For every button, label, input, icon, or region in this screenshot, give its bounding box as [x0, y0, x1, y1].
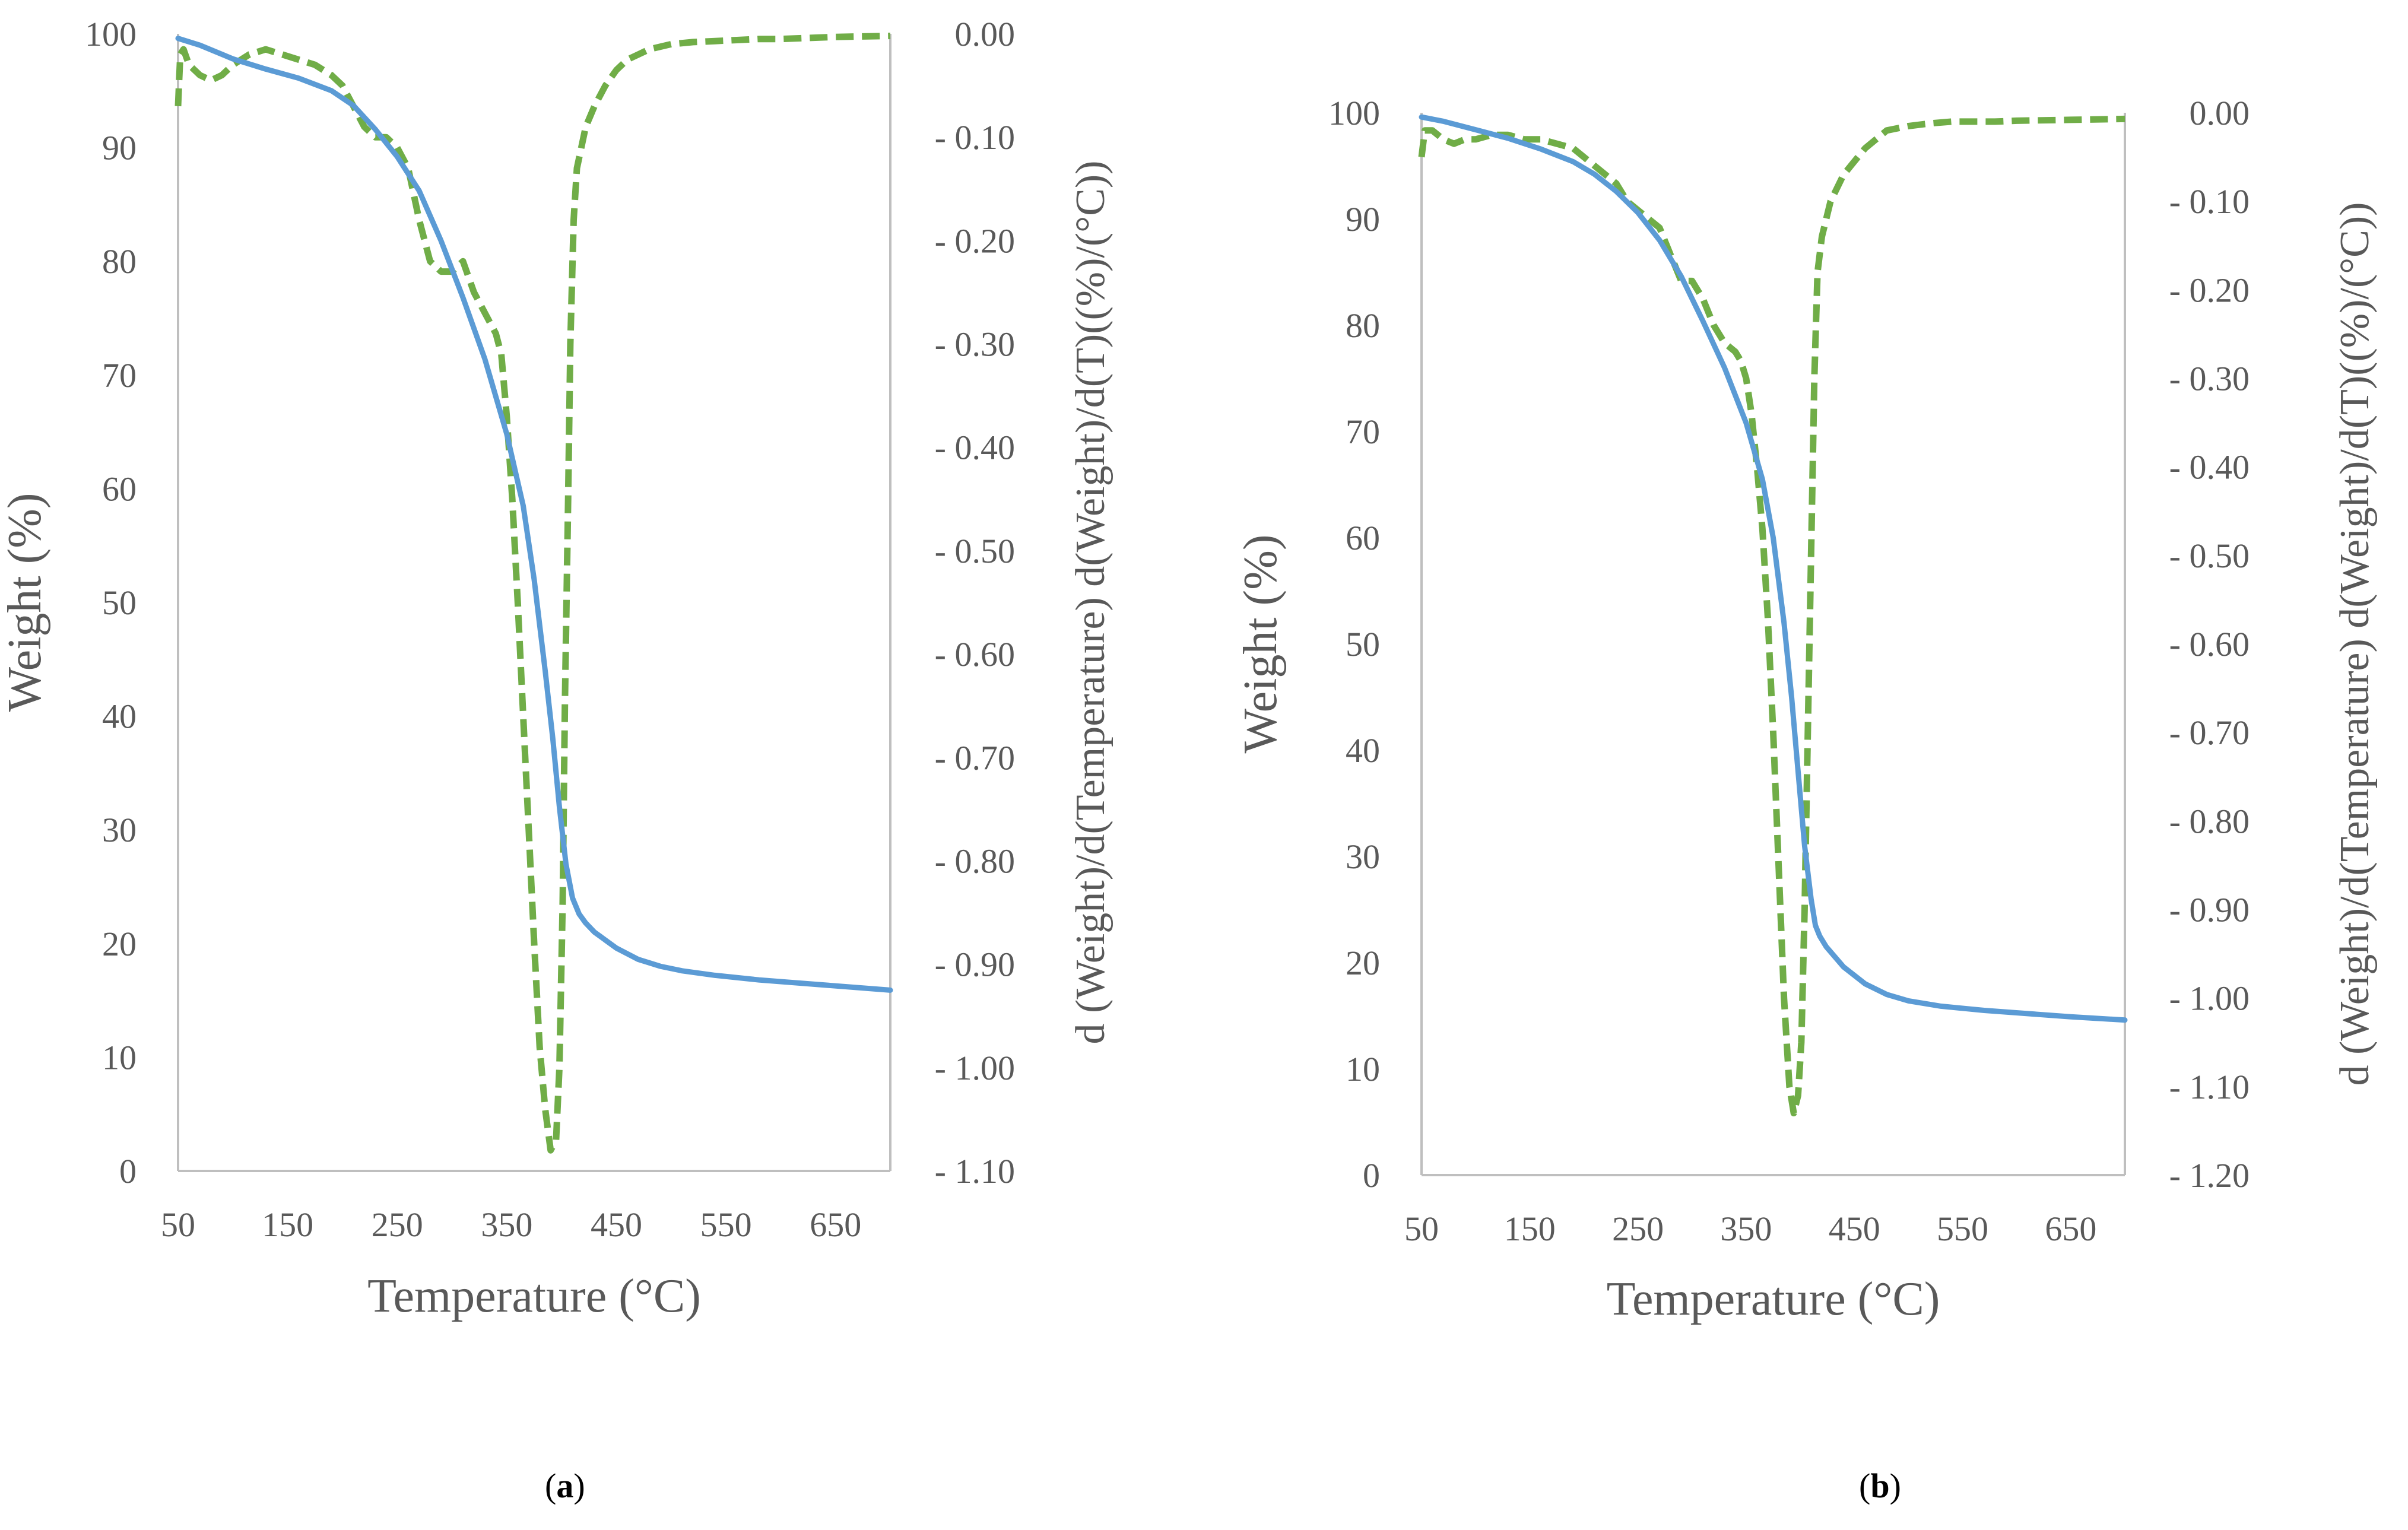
chart-a-y2-tick-label: - 0.90 — [935, 945, 1015, 984]
chart-b-y2-tick-label: - 0.60 — [2169, 625, 2250, 664]
chart-a-y2-tick-label: - 0.50 — [935, 532, 1015, 570]
chart-b-x-tick-label: 50 — [1404, 1210, 1439, 1248]
chart-b-y2-tick-label: - 1.10 — [2169, 1068, 2250, 1106]
chart-a-y-tick-label: 90 — [102, 129, 137, 167]
chart-a-x-axis-title: Temperature (°C) — [367, 1270, 701, 1322]
chart-a-x-tick-label: 50 — [161, 1205, 195, 1244]
chart-a-weight-series-line — [175, 36, 893, 993]
chart-a-y2-tick-label: - 1.10 — [935, 1152, 1015, 1191]
chart-b-y-tick-label: 0 — [1363, 1156, 1380, 1195]
chart-a-x-tick-label: 250 — [372, 1205, 423, 1244]
chart-b-y2-tick-label: - 0.50 — [2169, 537, 2250, 575]
chart-b-y2-tick-label: - 1.00 — [2169, 979, 2250, 1018]
chart-b-y-tick-label: 90 — [1346, 200, 1380, 239]
chart-b-y-tick-label: 10 — [1346, 1050, 1380, 1088]
chart-b-y-tick-label: 100 — [1328, 94, 1380, 132]
chart-a-y-tick-label: 60 — [102, 469, 137, 508]
chart-b-y2-tick-label: - 0.30 — [2169, 360, 2250, 398]
chart-a-y2-tick-label: - 1.00 — [935, 1049, 1015, 1087]
chart-a-y-tick-label: 20 — [102, 925, 137, 963]
chart-a-x-tick-label: 550 — [700, 1205, 752, 1244]
chart-a-y2-tick-label: - 0.60 — [935, 635, 1015, 674]
chart-a-y2-tick-label: - 0.20 — [935, 221, 1015, 260]
chart-b-y2-tick-label: - 0.40 — [2169, 448, 2250, 487]
chart-b-derivative-series-line — [1418, 115, 2125, 1117]
chart-b-y2-tick-label: 0.00 — [2190, 94, 2250, 132]
chart-b-x-tick-label: 550 — [1937, 1210, 1988, 1248]
chart-a-y-tick-label: 50 — [102, 583, 137, 622]
chart-a-x-tick-label: 450 — [591, 1205, 642, 1244]
chart-b-x-tick-label: 150 — [1504, 1210, 1556, 1248]
chart-b-y-tick-label: 50 — [1346, 625, 1380, 664]
chart-b-y2-tick-label: - 0.70 — [2169, 713, 2250, 752]
chart-a-y2-tick-label: - 0.80 — [935, 842, 1015, 880]
chart-b-y-tick-label: 60 — [1346, 519, 1380, 557]
chart-b-weight-series-line — [1419, 114, 2128, 1023]
chart-a-y2-tick-label: - 0.40 — [935, 428, 1015, 467]
chart-b-y-tick-label: 80 — [1346, 306, 1380, 345]
panel-label-b: (b) — [1859, 1466, 1901, 1505]
chart-b-x-tick-label: 350 — [1720, 1210, 1772, 1248]
chart-a-y-tick-label: 100 — [85, 15, 137, 53]
chart-a-y-tick-label: 70 — [102, 356, 137, 395]
chart-a-y-tick-label: 0 — [119, 1152, 137, 1191]
chart-b-x-tick-label: 650 — [2045, 1210, 2096, 1248]
chart-a-y2-tick-label: - 0.10 — [935, 118, 1015, 157]
chart-b-x-axis-title: Temperature (°C) — [1607, 1273, 1940, 1325]
chart-b-y2-tick-label: - 0.20 — [2169, 271, 2250, 309]
chart-b-x-tick-label: 250 — [1612, 1210, 1664, 1248]
chart-a-y-tick-label: 10 — [102, 1038, 137, 1077]
chart-a-y-tick-label: 30 — [102, 811, 137, 849]
chart-b-y-tick-label: 20 — [1346, 944, 1380, 982]
chart-b-y2-axis-title: d (Weight)/d(Temperature) d(Weight)/d(T)… — [2332, 202, 2378, 1086]
chart-a-derivative-series-line — [175, 33, 891, 1154]
chart-a-x-tick-label: 650 — [810, 1205, 861, 1244]
chart-a-y-axis-title: Weight (%) — [0, 493, 51, 712]
chart-b-y2-tick-label: - 0.10 — [2169, 182, 2250, 221]
chart-a-y-tick-label: 80 — [102, 242, 137, 281]
chart-a-x-tick-label: 350 — [481, 1205, 532, 1244]
chart-b-y2-tick-label: - 0.90 — [2169, 891, 2250, 929]
chart-b-y2-tick-label: - 1.20 — [2169, 1156, 2250, 1195]
chart-a-y2-axis-title: d (Weight)/d(Temperature) d(Weight)/d(T)… — [1068, 161, 1113, 1045]
chart-a-y2-tick-label: 0.00 — [955, 15, 1016, 53]
chart-b-y-tick-label: 40 — [1346, 731, 1380, 770]
chart-b-y-axis-title: Weight (%) — [1235, 535, 1287, 754]
chart-b-y2-tick-label: - 0.80 — [2169, 802, 2250, 840]
chart-a-y2-tick-label: - 0.30 — [935, 325, 1015, 364]
chart-a-y2-tick-label: - 0.70 — [935, 738, 1015, 777]
chart-b-x-tick-label: 450 — [1829, 1210, 1880, 1248]
chart-a-x-tick-label: 150 — [262, 1205, 313, 1244]
chart-b-y-tick-label: 30 — [1346, 837, 1380, 876]
panel-label-a: (a) — [545, 1466, 585, 1505]
chart-b-y-tick-label: 70 — [1346, 412, 1380, 451]
chart-a-y-tick-label: 40 — [102, 697, 137, 736]
